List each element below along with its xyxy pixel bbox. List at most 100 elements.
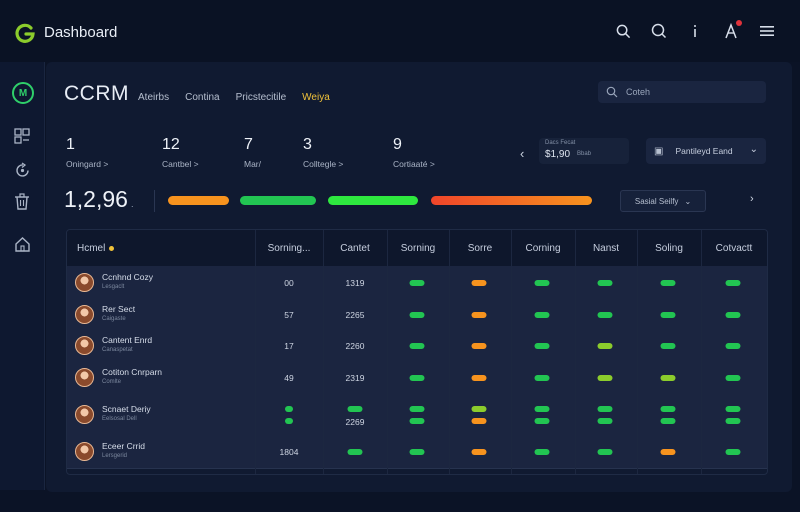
status-mark-green (534, 405, 550, 412)
status-mark-orange (471, 279, 487, 286)
tab-weiya[interactable]: Weiya (302, 92, 330, 103)
analytics-icon[interactable] (12, 126, 32, 146)
table-row[interactable]: Cantent Enrd Canaspetat 17 2260 (67, 330, 767, 363)
progress-bar-green (240, 196, 316, 205)
search-text: Coteh (626, 87, 651, 97)
status-mark-green (534, 449, 550, 455)
cell-value: 2269 (345, 416, 365, 427)
stat-card[interactable]: 7 Mar/ (244, 136, 261, 169)
table-row[interactable]: Scnaet Deriy Eelsosal Dell 2269 (67, 393, 767, 437)
column-divider (323, 230, 324, 474)
more-vertical-icon[interactable] (686, 22, 704, 40)
status-mark-orange (471, 343, 487, 349)
status-mark-green (725, 279, 741, 286)
row-name: Scnaet Deriy (102, 403, 151, 414)
column-header-name[interactable]: Hcmel (67, 230, 265, 266)
row-name: Ccnhnd Cozy (102, 271, 154, 282)
stat-card[interactable]: 1 Oningard > (66, 136, 108, 169)
column-header[interactable]: Cantet (340, 242, 370, 254)
status-mark-green (660, 417, 676, 424)
sidebar: M (0, 62, 45, 490)
crm-logo-icon[interactable]: M (12, 82, 34, 104)
stat-label: Colltegle > (303, 159, 344, 169)
status-mark-lime (597, 374, 613, 381)
status-mark-lime (660, 374, 676, 381)
summary-card-title: Dacs Fecat (545, 140, 576, 146)
status-mark-green (660, 343, 676, 349)
stat-label: Cortiaaté > (393, 159, 435, 169)
row-name: Rer Sect (102, 303, 136, 314)
column-header[interactable]: Sorning... (267, 242, 311, 254)
notification-badge (736, 20, 742, 26)
total-value: 1,2,96. (64, 186, 133, 213)
sub-navigation: Ateirbs Contina Pricstecitile Weiya (138, 92, 330, 103)
status-mark-green (409, 311, 425, 318)
stat-value: 12 (162, 136, 180, 153)
stat-value: 7 (244, 136, 253, 153)
table-row[interactable]: Rer Sect Caigaste 57 2265 (67, 299, 767, 331)
total-value-unit: . (130, 199, 134, 209)
column-divider (511, 230, 512, 474)
stat-label: Cantbel > (162, 159, 199, 169)
filter-button[interactable]: Sasial Seilfy ⌄ (620, 190, 706, 212)
table-row[interactable]: Ccnhnd Cozy Lesgaclt 00 1319 (67, 266, 767, 300)
stat-card[interactable]: 12 Cantbel > (162, 136, 199, 169)
column-divider (255, 230, 256, 474)
column-header[interactable]: Sorre (467, 242, 493, 254)
avatar (75, 367, 94, 387)
column-divider (575, 230, 576, 474)
tab-pricstecitile[interactable]: Pricstecitile (235, 92, 287, 103)
table-row[interactable]: Cotiton Cnrparn Comlte 49 2319 (67, 362, 767, 394)
status-mark-green (725, 311, 741, 318)
stat-card[interactable]: 3 Colltegle > (303, 136, 343, 169)
cell-value: 2319 (345, 372, 365, 383)
row-name: Cantent Enrd (102, 335, 153, 345)
status-mark-green (597, 279, 613, 286)
top-bar: Dashboard (0, 0, 800, 62)
status-mark-green (597, 417, 613, 424)
chevron-down-icon: ⌄ (749, 144, 758, 155)
column-divider (701, 230, 702, 474)
cell-value: 00 (284, 277, 294, 288)
tab-ateirbs[interactable]: Ateirbs (138, 92, 170, 103)
column-header[interactable]: Corning (525, 242, 561, 254)
column-header[interactable]: Nanst (592, 242, 620, 254)
menu-icon[interactable] (758, 22, 776, 40)
status-mark-green (725, 374, 741, 381)
refresh-icon[interactable] (12, 160, 32, 180)
table-row[interactable]: Eceer Crrid Lersgerid 1804 (67, 436, 767, 469)
app-logo-icon[interactable] (14, 22, 36, 44)
status-mark-green (725, 417, 741, 424)
status-mark-orange (471, 449, 487, 455)
status-mark-green (409, 449, 425, 455)
trash-icon[interactable] (12, 192, 32, 212)
home-icon[interactable] (12, 234, 32, 254)
dropdown-select[interactable]: ▣ Pantileyd Eand ⌄ (646, 138, 766, 164)
chevron-right-icon[interactable]: › (750, 193, 754, 205)
search-alt-icon[interactable] (650, 22, 668, 40)
status-mark (285, 417, 293, 424)
cell-value: 2265 (345, 309, 365, 320)
row-name: Eceer Crrid (102, 441, 145, 451)
search-input[interactable]: Coteh (598, 81, 766, 103)
tab-contina[interactable]: Contina (185, 92, 220, 103)
status-mark-green (534, 343, 550, 349)
row-subtitle: Lesgaclt (102, 283, 125, 290)
notifications-icon[interactable] (722, 20, 742, 40)
status-mark-green (725, 449, 741, 455)
stat-label: Mar/ (244, 159, 261, 169)
status-mark (285, 405, 293, 412)
status-mark-green (725, 405, 741, 412)
avatar (75, 272, 94, 292)
column-divider (449, 230, 450, 474)
column-divider (387, 230, 388, 474)
column-header[interactable]: Sorning (400, 242, 436, 254)
row-subtitle: Caigaste (102, 315, 126, 322)
search-icon[interactable] (614, 22, 632, 40)
column-header[interactable]: Soling (655, 242, 683, 254)
status-mark-green (534, 417, 550, 424)
stat-card[interactable]: 9 Cortiaaté > (393, 136, 435, 169)
column-header[interactable]: Cotvactt (715, 242, 753, 254)
status-mark-green (534, 374, 550, 381)
chevron-left-icon[interactable]: ‹ (520, 146, 525, 161)
